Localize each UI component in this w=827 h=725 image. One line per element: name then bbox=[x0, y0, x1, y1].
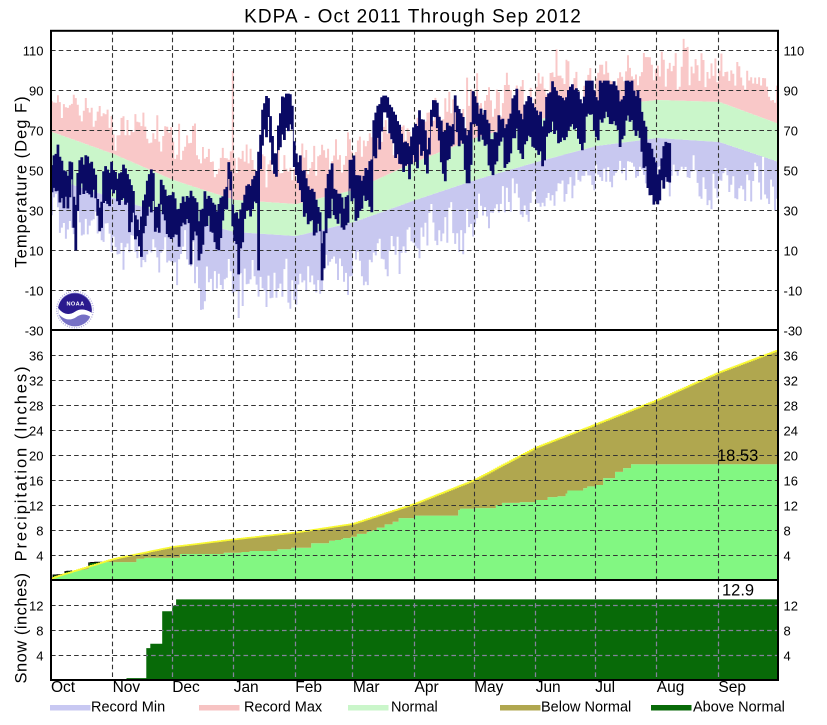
svg-text:16: 16 bbox=[29, 474, 43, 489]
svg-text:4: 4 bbox=[36, 649, 43, 664]
svg-text:8: 8 bbox=[784, 624, 791, 639]
svg-text:36: 36 bbox=[784, 349, 798, 364]
svg-text:Jun: Jun bbox=[536, 679, 561, 696]
svg-text:Jul: Jul bbox=[595, 679, 615, 696]
svg-text:8: 8 bbox=[36, 524, 43, 539]
svg-text:NOAA: NOAA bbox=[66, 302, 84, 308]
svg-text:Record Max: Record Max bbox=[244, 700, 323, 716]
svg-text:70: 70 bbox=[29, 124, 43, 139]
svg-text:110: 110 bbox=[784, 44, 805, 59]
svg-text:90: 90 bbox=[784, 84, 798, 99]
svg-text:32: 32 bbox=[784, 374, 798, 389]
svg-text:KDPA - Oct 2011 Through Sep 20: KDPA - Oct 2011 Through Sep 2012 bbox=[244, 7, 582, 28]
svg-text:50: 50 bbox=[784, 164, 798, 179]
svg-text:-10: -10 bbox=[784, 284, 803, 299]
svg-text:Mar: Mar bbox=[353, 679, 380, 696]
svg-text:28: 28 bbox=[29, 399, 43, 414]
svg-text:10: 10 bbox=[784, 244, 798, 259]
svg-text:36: 36 bbox=[29, 349, 43, 364]
svg-text:18.53: 18.53 bbox=[717, 447, 758, 465]
svg-text:Record Min: Record Min bbox=[91, 700, 165, 716]
svg-text:May: May bbox=[474, 679, 504, 696]
svg-text:Normal: Normal bbox=[391, 700, 438, 716]
svg-text:Nov: Nov bbox=[113, 679, 141, 696]
svg-text:Above Normal: Above Normal bbox=[693, 700, 785, 716]
svg-text:-30: -30 bbox=[784, 324, 803, 339]
svg-text:8: 8 bbox=[36, 624, 43, 639]
svg-text:Apr: Apr bbox=[415, 679, 439, 696]
svg-text:Aug: Aug bbox=[657, 679, 685, 696]
svg-text:20: 20 bbox=[784, 449, 798, 464]
svg-text:24: 24 bbox=[29, 424, 43, 439]
svg-text:Jan: Jan bbox=[234, 679, 259, 696]
svg-text:-10: -10 bbox=[25, 284, 44, 299]
svg-text:4: 4 bbox=[784, 549, 791, 564]
svg-text:50: 50 bbox=[29, 164, 43, 179]
svg-text:-30: -30 bbox=[25, 324, 44, 339]
svg-text:12.9: 12.9 bbox=[722, 582, 754, 600]
svg-text:Sep: Sep bbox=[718, 679, 746, 696]
svg-text:28: 28 bbox=[784, 399, 798, 414]
svg-text:12: 12 bbox=[29, 599, 43, 614]
svg-text:Precipitation (Inches): Precipitation (Inches) bbox=[13, 365, 31, 562]
svg-text:8: 8 bbox=[784, 524, 791, 539]
svg-text:12: 12 bbox=[784, 599, 798, 614]
svg-text:30: 30 bbox=[29, 204, 43, 219]
svg-text:12: 12 bbox=[784, 499, 798, 514]
svg-text:4: 4 bbox=[784, 649, 791, 664]
svg-text:Oct: Oct bbox=[51, 679, 76, 696]
svg-text:12: 12 bbox=[29, 499, 43, 514]
svg-text:110: 110 bbox=[23, 44, 44, 59]
svg-text:20: 20 bbox=[29, 449, 43, 464]
svg-text:24: 24 bbox=[784, 424, 798, 439]
svg-text:90: 90 bbox=[29, 84, 43, 99]
svg-text:30: 30 bbox=[784, 204, 798, 219]
svg-text:4: 4 bbox=[36, 549, 43, 564]
svg-text:32: 32 bbox=[29, 374, 43, 389]
svg-text:Feb: Feb bbox=[295, 679, 322, 696]
svg-text:Temperature (Deg F): Temperature (Deg F) bbox=[13, 95, 31, 267]
svg-text:Below Normal: Below Normal bbox=[541, 700, 631, 716]
svg-text:10: 10 bbox=[29, 244, 43, 259]
svg-text:Snow (inches): Snow (inches) bbox=[13, 572, 31, 683]
svg-text:16: 16 bbox=[784, 474, 798, 489]
svg-text:70: 70 bbox=[784, 124, 798, 139]
svg-text:Dec: Dec bbox=[172, 679, 200, 696]
